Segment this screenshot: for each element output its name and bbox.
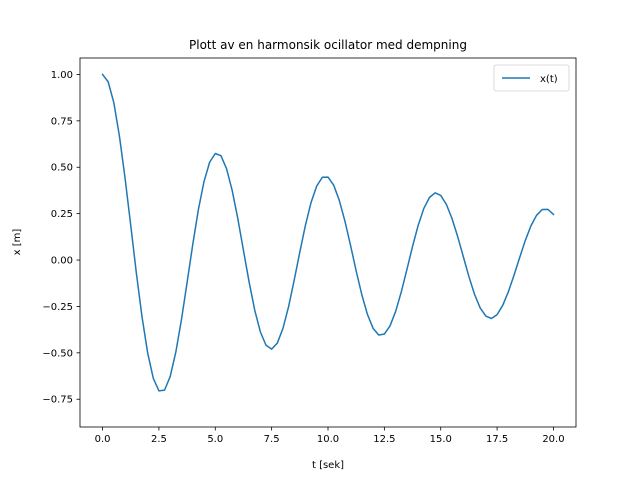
x-tick-label: 12.5 <box>373 434 395 445</box>
chart-title: Plott av en harmonsik ocillator med demp… <box>189 38 467 52</box>
x-tick-label: 10.0 <box>317 434 339 445</box>
legend: x(t) <box>493 64 570 92</box>
x-tick-label: 7.5 <box>264 434 280 445</box>
y-tick-label: 0.50 <box>51 163 73 174</box>
y-tick-label: −0.50 <box>42 348 73 359</box>
y-tick-label: 0.00 <box>51 256 73 267</box>
legend-label-x-t: x(t) <box>540 74 558 85</box>
x-axis-ticks: 0.0 2.5 5.0 7.5 10.0 12.5 15.0 17.5 20.0 <box>95 427 565 445</box>
x-tick-label: 15.0 <box>430 434 452 445</box>
x-tick-label: 17.5 <box>486 434 508 445</box>
y-tick-label: 0.75 <box>51 116 73 127</box>
series-line-x-t <box>101 73 555 392</box>
plot-area <box>80 58 576 427</box>
y-tick-label: 1.00 <box>51 70 73 81</box>
x-tick-label: 0.0 <box>95 434 111 445</box>
x-tick-label: 20.0 <box>542 434 564 445</box>
y-tick-label: −0.25 <box>42 302 73 313</box>
y-axis-label: x [m] <box>12 229 23 256</box>
x-tick-label: 2.5 <box>151 434 167 445</box>
y-axis-ticks: −0.75 −0.50 −0.25 0.00 0.25 0.50 0.75 1.00 <box>42 70 80 406</box>
y-tick-label: −0.75 <box>42 395 73 406</box>
plot-frame <box>79 57 577 428</box>
x-tick-label: 5.0 <box>207 434 223 445</box>
legend-frame <box>493 64 570 92</box>
y-tick-label: 0.25 <box>51 209 73 220</box>
x-axis-label: t [sek] <box>312 460 344 471</box>
